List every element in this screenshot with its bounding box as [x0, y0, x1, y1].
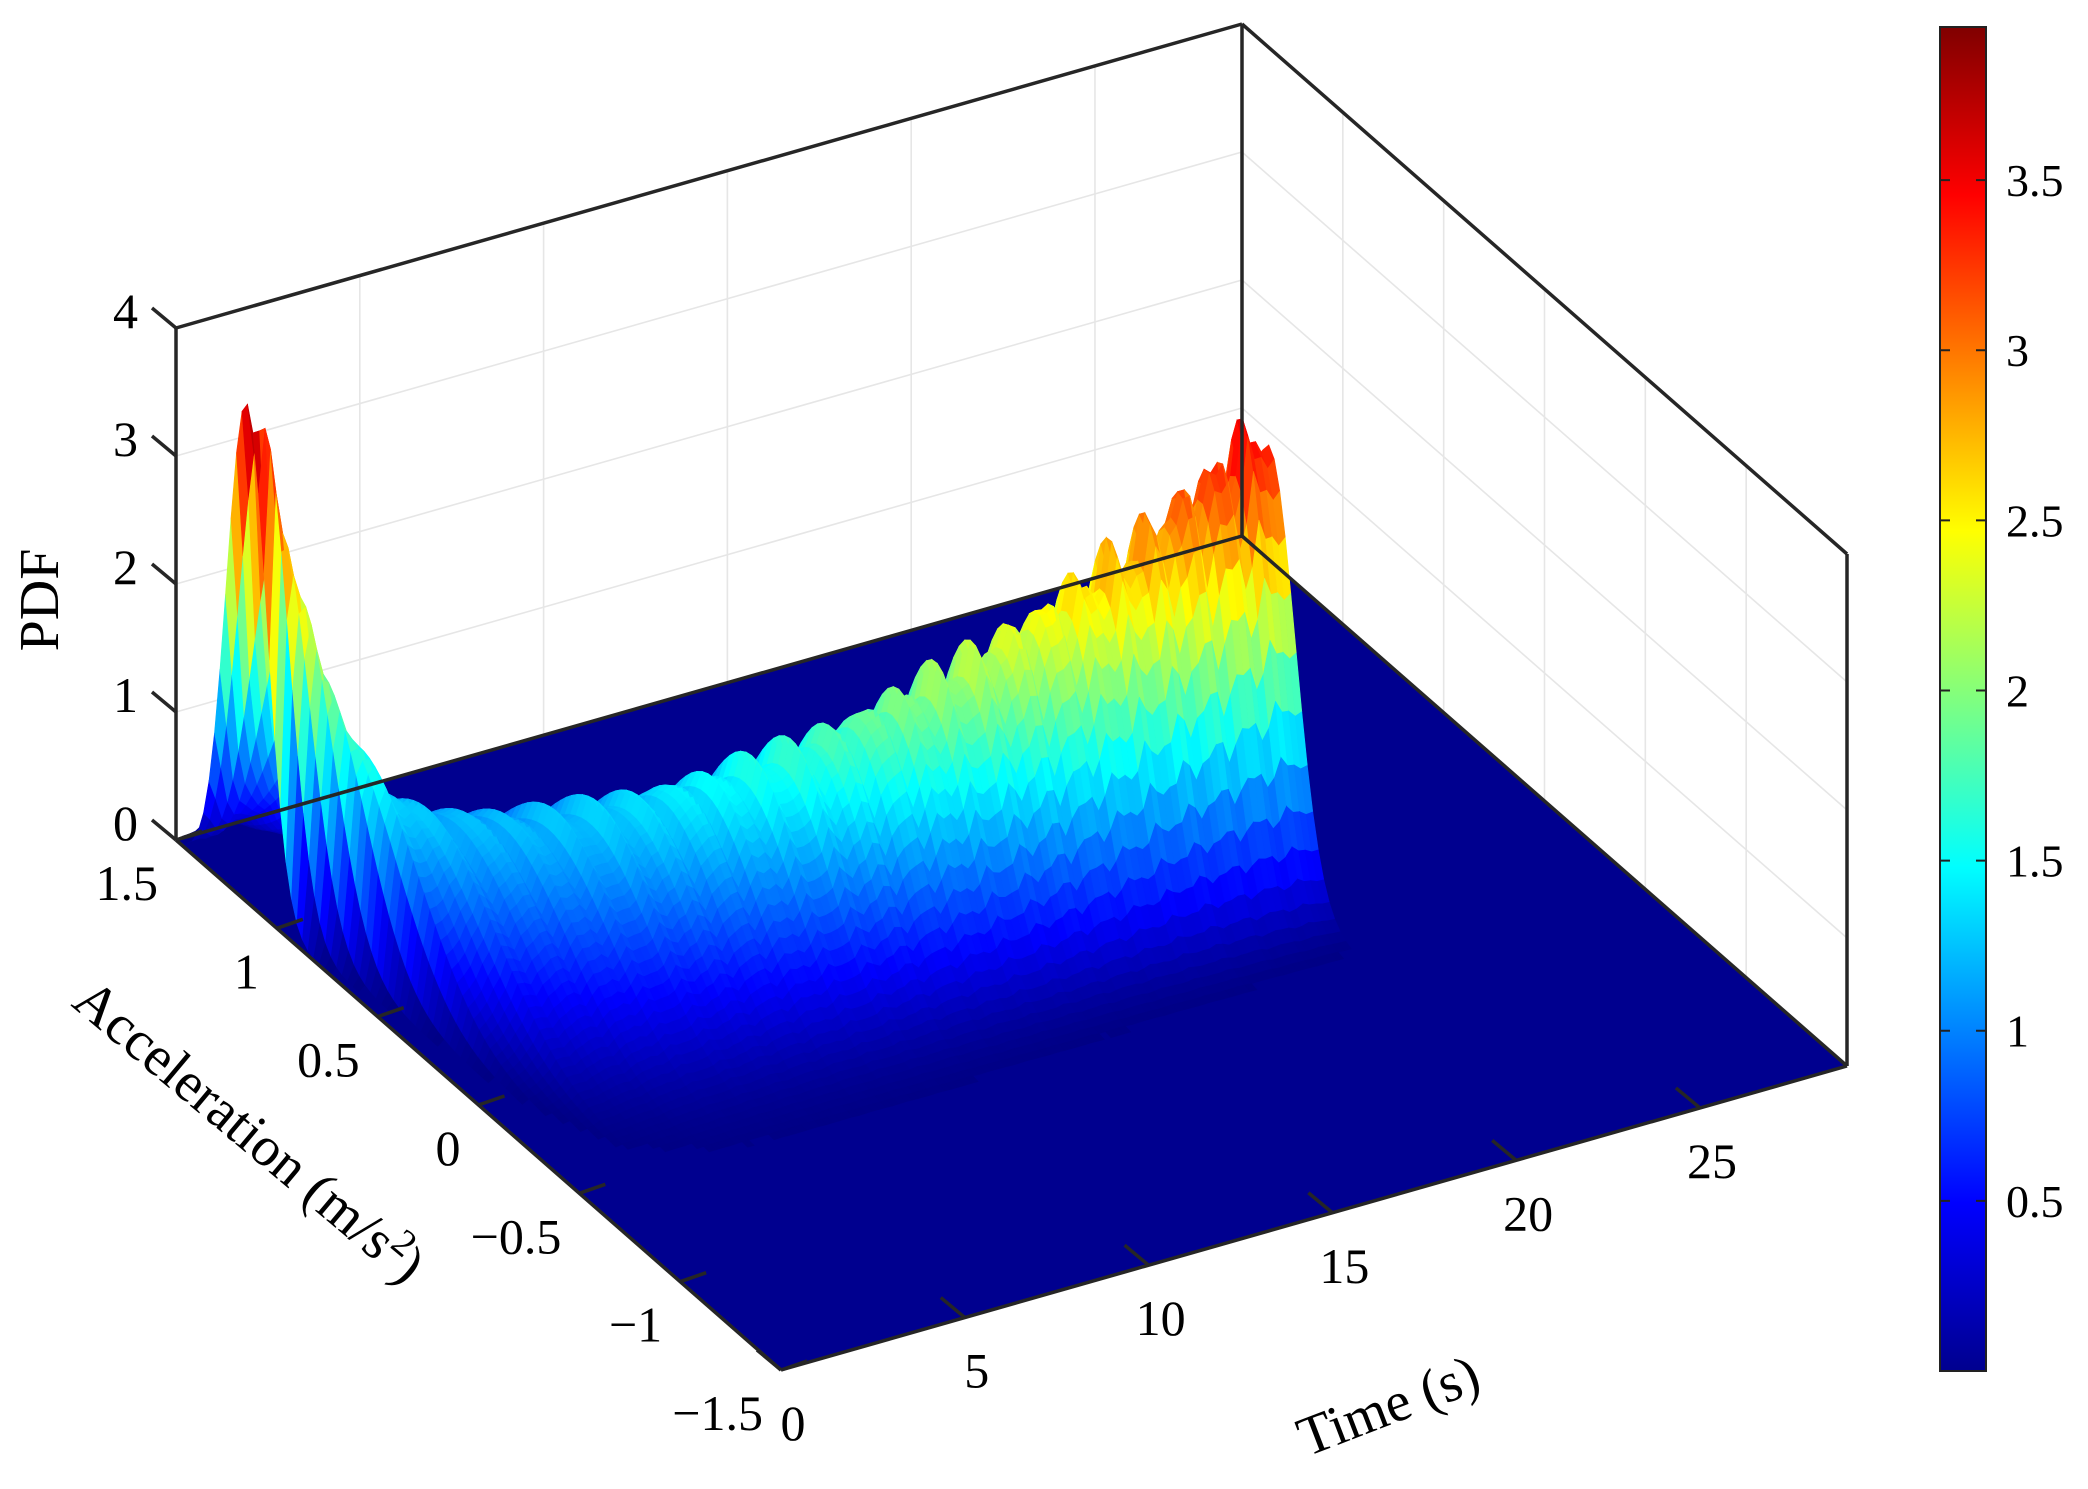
pdf-surface: [180, 403, 1352, 1153]
